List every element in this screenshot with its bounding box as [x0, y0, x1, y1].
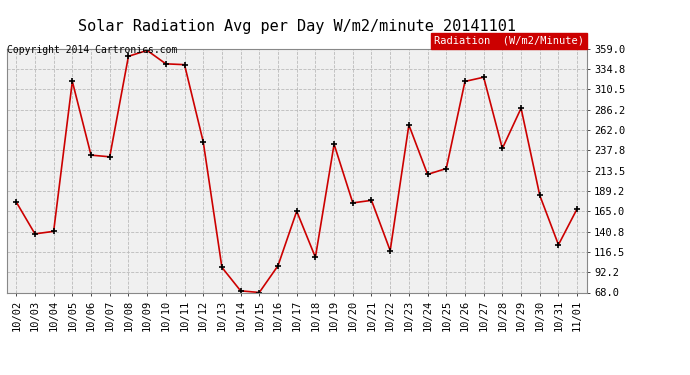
Text: Copyright 2014 Cartronics.com: Copyright 2014 Cartronics.com [7, 45, 177, 55]
Text: Radiation  (W/m2/Minute): Radiation (W/m2/Minute) [434, 36, 584, 46]
Text: Solar Radiation Avg per Day W/m2/minute 20141101: Solar Radiation Avg per Day W/m2/minute … [78, 19, 515, 34]
